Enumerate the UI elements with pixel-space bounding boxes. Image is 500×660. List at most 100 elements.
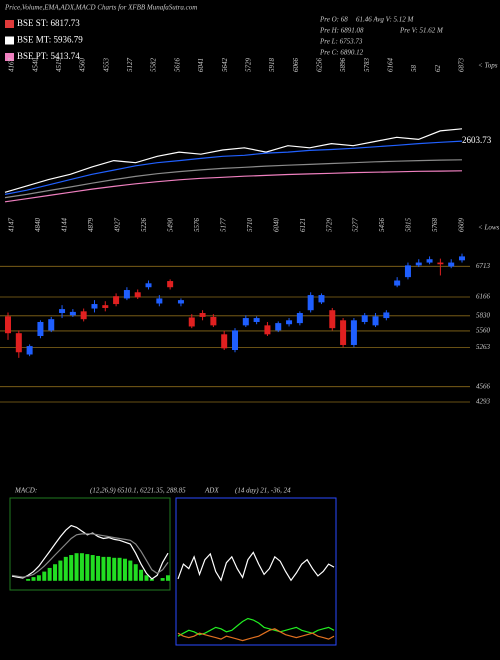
macd-bar [96, 555, 101, 581]
low-label: 4879 [87, 218, 95, 233]
candle-body [123, 290, 130, 299]
volume-label: 5729 [244, 58, 252, 73]
candle-body [448, 262, 455, 267]
candle-body [394, 280, 401, 286]
y-tick-label: 5263 [476, 343, 491, 351]
volume-label: 6164 [387, 58, 395, 73]
macd-bar [139, 569, 144, 581]
series-line [4, 159, 463, 199]
candle-body [361, 315, 368, 322]
side-label: < Tops [478, 62, 498, 70]
candle-body [37, 321, 44, 336]
low-label: 5177 [219, 218, 227, 233]
legend-swatch [5, 36, 14, 45]
volume-label: 58 [410, 65, 418, 73]
info-text: Pre C: 6890.12 [319, 49, 364, 57]
panel-label: MACD: [14, 487, 37, 495]
candle-body [26, 346, 33, 355]
volume-label: 6041 [197, 58, 205, 72]
series-line [4, 170, 463, 203]
y-tick-label: 6713 [476, 262, 491, 270]
candle-body [188, 317, 195, 327]
macd-bar [53, 564, 58, 581]
low-label: 4147 [8, 218, 16, 233]
y-tick-label: 4566 [476, 382, 491, 390]
candle-body [91, 304, 98, 309]
volume-label: 5783 [363, 58, 371, 73]
low-label: 5710 [246, 218, 254, 233]
candle-body [383, 312, 390, 319]
legend-label: BSE MT: 5936.79 [17, 35, 83, 45]
macd-bar [133, 564, 138, 581]
low-label: 6040 [272, 218, 280, 233]
candle-body [264, 325, 271, 335]
series-line [177, 551, 335, 582]
chart-title: Price,Volume,EMA,ADX,MACD Charts for XFB… [4, 4, 197, 12]
candle-body [177, 300, 184, 304]
candle-body [145, 283, 152, 288]
low-label: 4144 [61, 218, 69, 233]
panel-frame [9, 497, 171, 591]
volume-label: 5616 [173, 58, 181, 73]
macd-bar [69, 555, 74, 581]
macd-bar [112, 557, 117, 581]
candle-body [156, 298, 163, 304]
candle-body [102, 305, 109, 308]
macd-bar [63, 556, 68, 581]
low-label: 5277 [352, 218, 360, 233]
macd-bar [74, 553, 79, 581]
legend-swatch [5, 20, 14, 28]
low-label: 5490 [166, 218, 174, 233]
volume-label: 5642 [221, 58, 229, 73]
macd-bar [122, 558, 127, 581]
y-tick-label: 4293 [476, 398, 491, 406]
candle-body [340, 320, 347, 345]
y-tick-label: 6166 [476, 293, 491, 301]
macd-bar [160, 578, 165, 581]
macd-bar [166, 575, 170, 581]
panel-params: (14 day) 21, -36, 24 [235, 487, 291, 495]
candle-body [415, 262, 422, 266]
candle-body [210, 316, 217, 326]
macd-bar [42, 571, 47, 581]
legend-label: BSE ST: 6817.73 [17, 18, 80, 28]
candle-body [242, 318, 249, 326]
info-text: Pre V: 51.62 M [399, 27, 444, 35]
candle-body [5, 316, 11, 334]
info-text: 61.46 Avg V: 5.12 M [356, 16, 415, 24]
candle-body [69, 311, 76, 316]
low-label: 5768 [431, 218, 439, 233]
candle-body [318, 295, 325, 303]
low-label: 4927 [113, 218, 121, 233]
volume-label: 4540 [31, 58, 39, 73]
macd-bar [149, 578, 154, 581]
y-tick-label: 5830 [476, 311, 491, 319]
candle-body [221, 334, 228, 349]
low-label: 5226 [140, 218, 148, 233]
volume-label: 62 [434, 65, 442, 73]
volume-label: 5127 [126, 58, 134, 73]
volume-label: 4553 [102, 58, 110, 73]
macd-bar [85, 554, 90, 581]
info-text: Pre L: 6753.73 [319, 38, 363, 46]
candle-body [59, 309, 66, 314]
low-label: 5815 [405, 218, 413, 233]
low-label: 6121 [299, 218, 307, 232]
low-label: 5576 [193, 218, 201, 233]
candle-body [48, 319, 55, 331]
candle-body [253, 318, 260, 322]
low-label: 6609 [458, 218, 466, 233]
candle-body [459, 256, 465, 261]
candle-body [437, 262, 444, 265]
candle-body [426, 259, 433, 263]
series-line [4, 128, 463, 193]
candle-body [307, 295, 314, 311]
macd-bar [58, 560, 63, 581]
macd-bar [101, 556, 106, 581]
candle-body [167, 281, 174, 288]
y-tick-label: 5560 [476, 327, 491, 335]
panel-params: (12,26,9) 6510.1, 6221.35, 288.85 [90, 487, 186, 495]
volume-label: 5918 [268, 58, 276, 73]
